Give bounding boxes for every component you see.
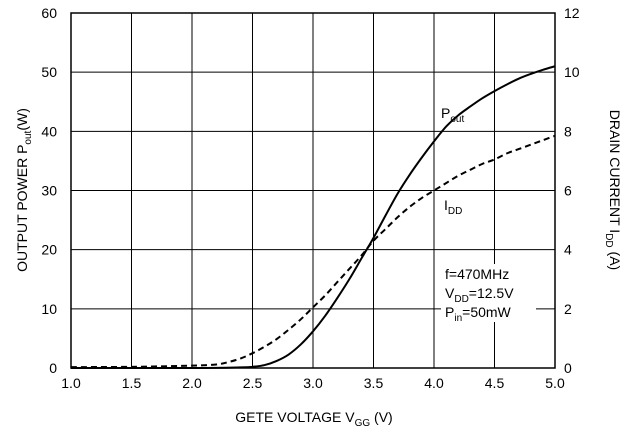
- y-left-tick-labels: 0 10 20 30 40 50 60: [41, 5, 57, 376]
- x-tick-labels: 1.0 1.5 2.0 2.5 3.0 3.5 4.0 4.5 5.0: [61, 375, 565, 391]
- x-tick-label: 4.5: [485, 375, 505, 391]
- y-left-tick-label: 10: [41, 301, 57, 317]
- series-label-idd: IDD: [444, 197, 462, 217]
- x-tick-label: 1.0: [61, 375, 81, 391]
- y-right-tick-label: 6: [564, 183, 572, 199]
- grid: [70, 12, 556, 369]
- x-axis-title: GETE VOLTAGE VGG (V): [235, 409, 392, 429]
- series-line-idd: [70, 134, 556, 369]
- y-left-tick-label: 0: [49, 360, 57, 376]
- conditions-box: f=470MHz VDD=12.5V Pin=50mW: [441, 264, 536, 324]
- y-left-tick-label: 50: [41, 64, 57, 80]
- condition-frequency: f=470MHz: [445, 266, 509, 282]
- y-right-tick-label: 0: [564, 360, 572, 376]
- x-tick-label: 3.0: [303, 375, 323, 391]
- y-right-axis-title: DRAIN CURRENT IDD (A): [603, 110, 623, 270]
- x-tick-label: 3.5: [364, 375, 384, 391]
- y-right-tick-label: 10: [564, 64, 580, 80]
- x-tick-label: 2.0: [182, 375, 202, 391]
- y-left-tick-label: 30: [41, 183, 57, 199]
- y-left-tick-label: 40: [41, 123, 57, 139]
- series-lines: [70, 65, 556, 370]
- x-tick-label: 4.0: [424, 375, 444, 391]
- y-left-tick-label: 60: [41, 5, 57, 21]
- x-tick-label: 5.0: [545, 375, 565, 391]
- y-left-tick-label: 20: [41, 242, 57, 258]
- y-right-tick-labels: 0 2 4 6 8 10 12: [564, 5, 580, 376]
- x-tick-label: 2.5: [243, 375, 263, 391]
- y-right-tick-label: 12: [564, 5, 580, 21]
- plot-frame: [70, 12, 556, 369]
- y-right-tick-label: 8: [564, 123, 572, 139]
- x-tick-label: 1.5: [122, 375, 142, 391]
- condition-pin: Pin=50mW: [445, 304, 512, 324]
- condition-vdd: VDD=12.5V: [445, 285, 514, 305]
- y-right-tick-label: 2: [564, 301, 572, 317]
- series-line-pout: [70, 65, 556, 370]
- series-label-pout: Pout: [441, 105, 464, 125]
- y-right-tick-label: 4: [564, 242, 572, 258]
- y-left-axis-title: OUTPUT POWER Pout(W): [14, 108, 34, 272]
